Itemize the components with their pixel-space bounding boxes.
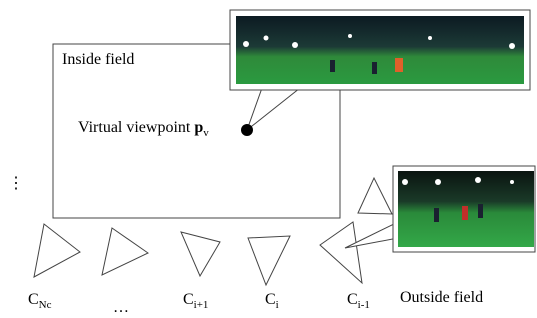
- camera-name: C: [183, 291, 194, 308]
- camera: [34, 224, 80, 277]
- camera-name: …: [113, 299, 129, 316]
- camera: [358, 178, 392, 214]
- camera-label: Ci-1: [347, 291, 370, 311]
- camera-subscript: i-1: [358, 299, 370, 311]
- outside-label: Outside field: [400, 289, 483, 306]
- viewpoint-symbol: p: [194, 119, 203, 136]
- diagram: Inside field Virtual viewpoint pv ⋮ Outs…: [0, 0, 537, 318]
- camera-subscript: i+1: [194, 299, 209, 311]
- camera-subscript: Nc: [39, 299, 52, 311]
- viewpoint-dot: [241, 124, 253, 136]
- camera-label: …: [113, 299, 129, 316]
- camera: [320, 222, 362, 283]
- camera-name: C: [265, 291, 276, 308]
- camera: [181, 232, 220, 276]
- side-image: [398, 171, 534, 247]
- camera-subscript: i: [276, 299, 279, 311]
- camera: [248, 236, 290, 285]
- camera-label: CNc: [28, 291, 52, 311]
- ellipsis: ⋮: [8, 175, 24, 192]
- camera-name: C: [28, 291, 39, 308]
- camera-label: Ci+1: [183, 291, 208, 311]
- inside-label: Inside field: [62, 51, 134, 68]
- camera: [102, 228, 148, 275]
- camera-label: Ci: [265, 291, 279, 311]
- viewpoint-subscript: v: [203, 127, 209, 139]
- viewpoint-text: Virtual viewpoint: [78, 119, 191, 136]
- camera-name: C: [347, 291, 358, 308]
- panorama-image: [236, 16, 524, 84]
